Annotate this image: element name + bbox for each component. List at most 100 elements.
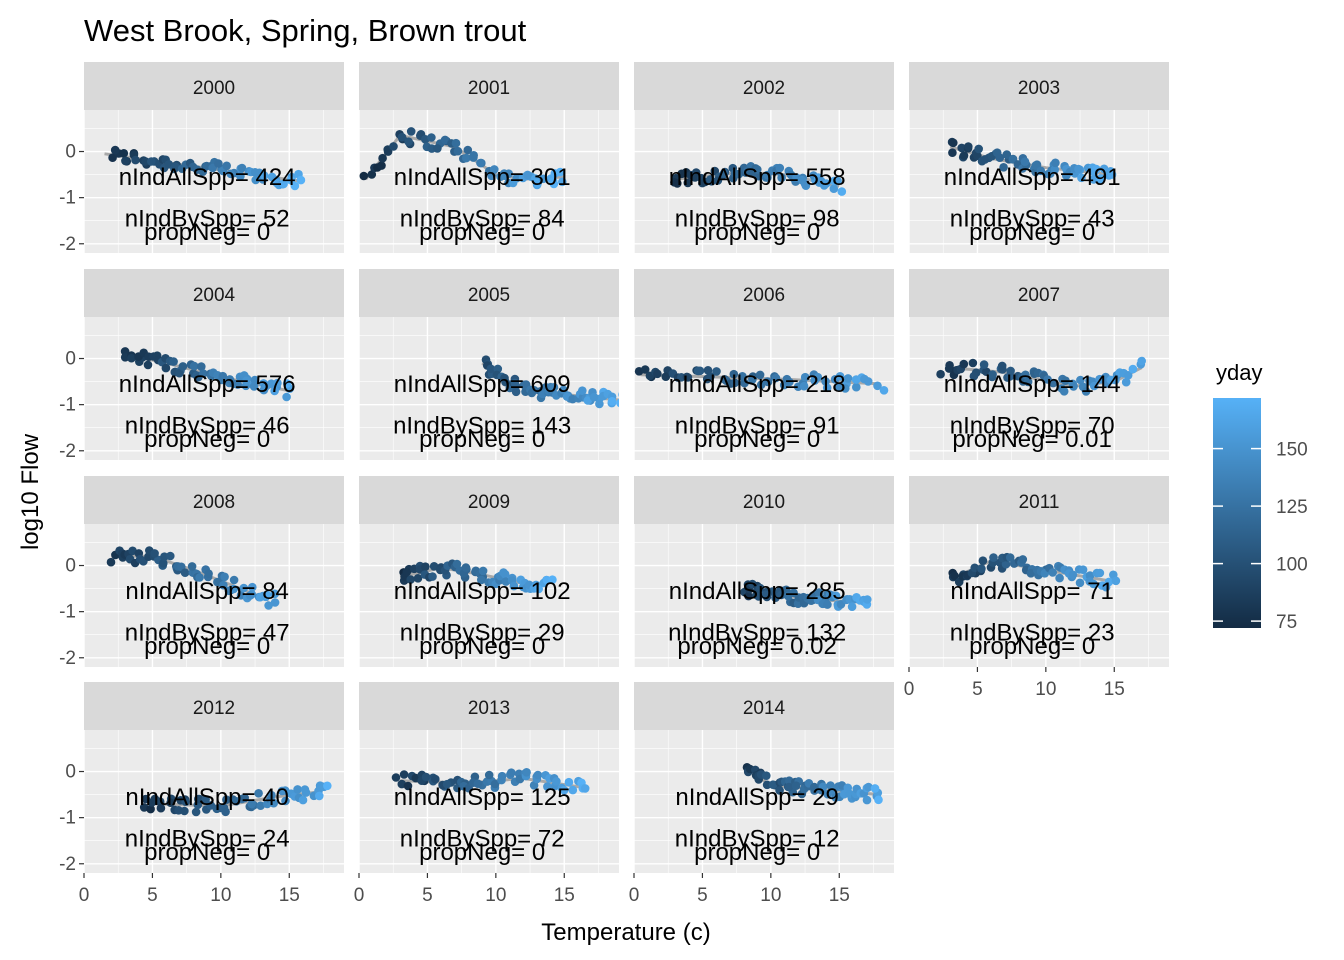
- panel-annotation: nIndBySpp= 24: [125, 825, 290, 852]
- data-point: [428, 572, 437, 581]
- facet-strip: [84, 269, 344, 317]
- data-point: [245, 591, 255, 600]
- data-point: [451, 138, 461, 148]
- data-point: [247, 799, 257, 809]
- panel-annotation: propNeg= 0.01: [952, 426, 1111, 453]
- data-point: [453, 146, 463, 156]
- data-point: [1059, 387, 1069, 396]
- data-point: [864, 782, 873, 792]
- data-point: [220, 572, 229, 582]
- data-point: [270, 589, 280, 599]
- data-point: [1106, 375, 1116, 385]
- data-point: [799, 381, 809, 391]
- data-point: [834, 382, 843, 391]
- facet-strip-label: 2013: [468, 698, 510, 719]
- data-point: [249, 382, 259, 391]
- facet-strip: [634, 269, 894, 317]
- data-point: [199, 369, 208, 378]
- data-point: [121, 156, 130, 166]
- legend-title: yday: [1216, 360, 1262, 385]
- panel-annotation: nIndAllSpp= 609: [394, 371, 571, 398]
- data-point: [383, 147, 393, 156]
- data-point: [214, 159, 223, 168]
- data-point: [997, 361, 1007, 371]
- data-point: [499, 568, 508, 577]
- data-point: [1081, 387, 1091, 396]
- data-point: [595, 399, 604, 409]
- data-point: [1089, 381, 1099, 391]
- data-point: [402, 567, 412, 577]
- data-point: [863, 595, 872, 604]
- data-point: [580, 784, 590, 793]
- panel-background: [909, 110, 1169, 253]
- data-point: [980, 155, 990, 164]
- data-point: [761, 590, 770, 599]
- data-point: [171, 162, 180, 172]
- facet-strip: [909, 269, 1169, 317]
- data-point: [559, 385, 568, 395]
- data-point: [653, 369, 662, 379]
- y-tick-label: -2: [59, 648, 76, 669]
- data-point: [863, 377, 873, 386]
- y-tick-label: -1: [59, 808, 76, 829]
- data-point: [476, 158, 485, 168]
- data-point: [403, 781, 413, 791]
- data-point: [559, 785, 569, 795]
- panel-annotation: propNeg= 0: [144, 219, 270, 246]
- data-point: [187, 562, 197, 571]
- data-point: [543, 782, 552, 791]
- data-point: [775, 786, 784, 795]
- data-point: [706, 175, 715, 184]
- data-point: [175, 368, 184, 378]
- facet-strip: [634, 62, 894, 110]
- data-point: [753, 165, 762, 174]
- data-point: [755, 583, 765, 593]
- facet-strip-label: 2003: [1018, 78, 1060, 99]
- data-point: [1075, 578, 1085, 588]
- facet-strip-label: 2006: [743, 285, 785, 306]
- data-point: [784, 782, 794, 792]
- panel-annotation: nIndAllSpp= 84: [125, 578, 288, 605]
- data-point: [995, 153, 1005, 162]
- data-point: [427, 133, 436, 142]
- data-point: [549, 179, 559, 189]
- data-point: [433, 144, 442, 153]
- data-point: [527, 388, 537, 398]
- legend-tick-label: 125: [1276, 497, 1308, 518]
- panel-annotation: propNeg= 0: [694, 839, 820, 866]
- panel-annotation: nIndBySpp= 91: [675, 412, 840, 439]
- panel-annotation: nIndAllSpp= 491: [944, 164, 1121, 191]
- data-point: [814, 588, 824, 597]
- facet-strip: [84, 682, 344, 730]
- data-point: [533, 770, 543, 780]
- y-tick-label: 0: [65, 762, 76, 783]
- data-point: [406, 127, 416, 136]
- data-point: [477, 575, 486, 585]
- data-point: [1050, 165, 1059, 174]
- data-point: [226, 169, 235, 179]
- data-point: [166, 798, 175, 807]
- data-point: [640, 365, 650, 374]
- data-point: [819, 181, 829, 190]
- panel-background: [359, 730, 619, 873]
- panel-annotation: propNeg= 0: [419, 839, 545, 866]
- data-point: [293, 785, 302, 794]
- data-point: [578, 386, 587, 396]
- x-tick-label: 15: [1104, 679, 1125, 700]
- data-point: [833, 176, 842, 186]
- data-point: [729, 369, 739, 379]
- data-point: [754, 171, 763, 181]
- data-point: [473, 779, 483, 788]
- data-point: [504, 169, 513, 178]
- data-point: [462, 153, 471, 163]
- panel-annotation: nIndAllSpp= 144: [944, 371, 1121, 398]
- data-point: [298, 795, 308, 805]
- facet-panel-2012: 2012 nIndAllSpp= 40 nIndBySpp= 24propNeg= …: [59, 682, 344, 906]
- panel-annotation: propNeg= 0: [144, 633, 270, 660]
- panel-annotation: nIndAllSpp= 125: [394, 784, 571, 811]
- data-point: [195, 573, 204, 582]
- panel-annotation: propNeg= 0: [419, 219, 545, 246]
- data-point: [282, 392, 291, 402]
- data-point: [1001, 559, 1011, 569]
- data-point: [616, 398, 619, 408]
